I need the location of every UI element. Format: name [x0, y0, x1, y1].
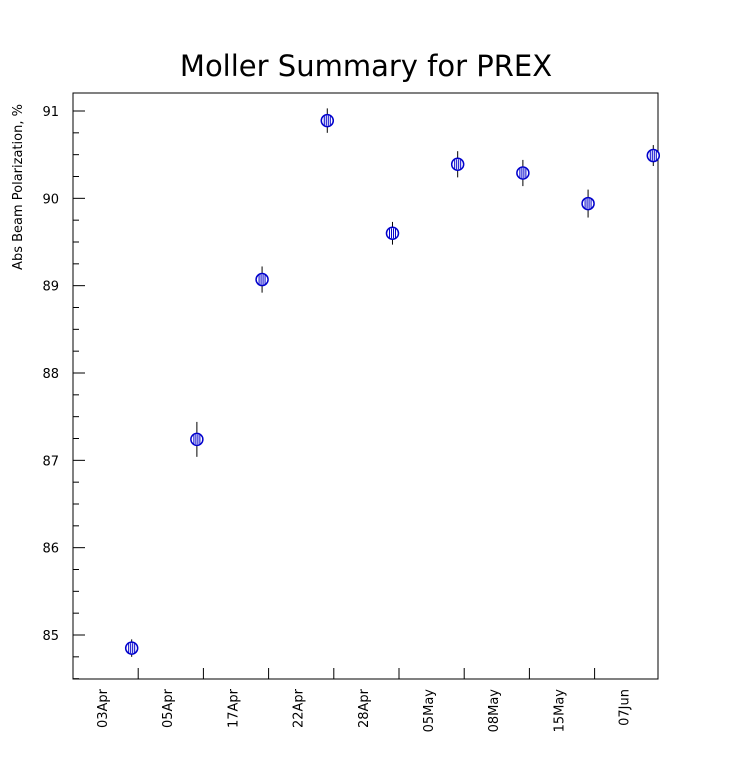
y-tick-label: 88 — [42, 367, 59, 382]
data-point — [516, 159, 530, 187]
plot-frame — [72, 92, 659, 680]
point-marker — [646, 148, 661, 163]
data-point — [255, 266, 269, 293]
x-tick-label: 05May — [422, 689, 437, 733]
x-tick-label: 17Apr — [226, 688, 241, 728]
data-point — [124, 639, 139, 657]
data-point — [646, 145, 661, 167]
x-tick-label: 07Jun — [618, 689, 633, 726]
y-tick-label: 85 — [42, 629, 59, 644]
point-marker — [516, 166, 530, 180]
data-point — [190, 421, 204, 457]
point-marker — [581, 196, 595, 211]
x-tick-label: 03Apr — [96, 688, 111, 728]
x-tick-label: 15May — [552, 689, 567, 733]
x-tick-label: 05Apr — [161, 688, 176, 728]
y-tick-label: 87 — [42, 454, 59, 469]
x-tick-label: 08May — [487, 689, 502, 733]
data-point — [450, 151, 465, 178]
y-tick-label: 86 — [42, 542, 59, 557]
point-marker — [255, 272, 269, 287]
point-marker — [320, 113, 335, 128]
chart-title: Moller Summary for PREX — [180, 49, 552, 83]
data-point — [581, 189, 595, 218]
y-tick-label: 89 — [42, 280, 59, 295]
point-marker — [385, 226, 400, 241]
y-axis-label: Abs Beam Polarization, % — [11, 104, 26, 270]
point-marker — [124, 641, 139, 655]
y-tick-label: 91 — [42, 105, 59, 120]
data-point — [320, 108, 335, 133]
data-point — [385, 221, 400, 245]
point-marker — [450, 157, 465, 172]
x-tick-label: 28Apr — [357, 688, 372, 728]
x-tick-label: 22Apr — [292, 688, 307, 728]
point-marker — [190, 432, 204, 447]
y-tick-label: 90 — [42, 192, 59, 207]
